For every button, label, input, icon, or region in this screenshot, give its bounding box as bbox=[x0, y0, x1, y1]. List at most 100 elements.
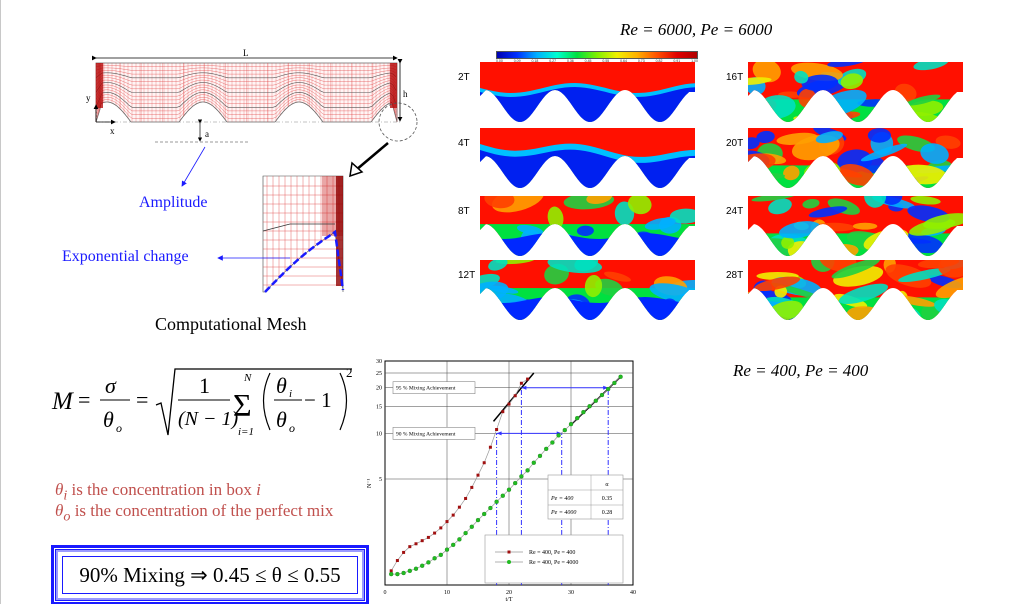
contour-blob bbox=[913, 62, 949, 71]
data-point-pe400 bbox=[414, 542, 418, 546]
eq-m: M bbox=[51, 388, 74, 415]
exponential-change-callout: Exponential change bbox=[62, 248, 189, 265]
mesh-zoom-inset bbox=[262, 175, 345, 293]
data-point-pe4000 bbox=[494, 499, 499, 504]
data-point-pe4000 bbox=[525, 468, 530, 473]
data-point-pe400 bbox=[408, 545, 412, 549]
data-point-pe4000 bbox=[407, 568, 412, 573]
annotation-label: 95 % Mixing Achievement bbox=[396, 386, 456, 392]
colorbar-tick: 0.73 bbox=[637, 59, 645, 63]
contour-blob bbox=[627, 196, 652, 215]
contour-blob bbox=[815, 131, 843, 144]
data-point-pe400 bbox=[526, 377, 530, 381]
mixing-index-equation: M = σ θ o = 1 (N − 1) Σ N i=1 θ i θ o − … bbox=[51, 365, 353, 438]
theta-symbol: θ bbox=[55, 480, 64, 499]
contour-blob bbox=[748, 291, 762, 313]
contour-panel bbox=[748, 128, 963, 188]
data-point-pe4000 bbox=[420, 563, 425, 568]
data-point-pe400 bbox=[439, 526, 443, 530]
eq-equals-1: = bbox=[78, 387, 90, 412]
contour-blob bbox=[752, 62, 781, 83]
contour-blob bbox=[898, 268, 951, 283]
contour-blob bbox=[516, 224, 544, 235]
data-point-pe4000 bbox=[568, 421, 574, 427]
mesh-line bbox=[95, 65, 397, 67]
contour-blob bbox=[827, 62, 867, 67]
contour-blob bbox=[584, 274, 603, 298]
data-point-pe400 bbox=[445, 520, 449, 524]
data-point-pe4000 bbox=[389, 571, 394, 577]
contour-blob bbox=[595, 278, 623, 296]
contour-blob bbox=[669, 208, 695, 224]
eq-left-paren bbox=[262, 372, 271, 431]
contour-blob bbox=[751, 196, 798, 202]
contour-blob bbox=[935, 135, 961, 149]
data-point-pe4000 bbox=[438, 552, 443, 558]
contour-blob bbox=[882, 247, 899, 256]
contour-blob bbox=[879, 244, 900, 256]
eq-n-minus-1: (N − 1) bbox=[178, 408, 238, 430]
mesh-wall-refinement bbox=[390, 63, 397, 108]
mesh-line bbox=[95, 72, 397, 79]
y-tick-label: 5 bbox=[379, 477, 382, 483]
eq-equals-2: = bbox=[136, 387, 148, 412]
panel-time-label: 4T bbox=[458, 138, 470, 149]
contour-blob bbox=[946, 253, 963, 256]
data-point-pe4000 bbox=[519, 474, 524, 479]
contour-blob bbox=[756, 130, 775, 144]
data-point-pe400 bbox=[513, 394, 517, 398]
data-point-pe4000 bbox=[482, 511, 487, 517]
contour-blob bbox=[852, 222, 878, 230]
inset-line bbox=[262, 223, 335, 232]
eq-right-paren bbox=[339, 372, 348, 431]
data-point-pe400 bbox=[420, 539, 424, 543]
contour-panel bbox=[480, 196, 695, 256]
colorbar-tick: 0.91 bbox=[673, 59, 681, 63]
annotation-box bbox=[392, 427, 476, 440]
data-point-pe4000 bbox=[500, 493, 505, 498]
contour-blob bbox=[768, 198, 792, 215]
contour-blob bbox=[793, 115, 832, 122]
data-point-pe400 bbox=[501, 410, 505, 414]
colorbar-tick: 0.09 bbox=[513, 59, 521, 63]
contour-blob bbox=[898, 243, 913, 256]
data-point-pe4000 bbox=[544, 446, 549, 452]
colorbar-tick: 0.18 bbox=[531, 59, 539, 63]
eq-theta-o: θ bbox=[103, 407, 114, 432]
data-point-pe4000 bbox=[587, 404, 592, 409]
legend-marker bbox=[507, 560, 511, 564]
colorbar-tick: 0.64 bbox=[620, 59, 627, 63]
contour-field bbox=[748, 128, 963, 188]
data-point-pe400 bbox=[389, 569, 393, 573]
data-point-pe4000 bbox=[432, 556, 437, 561]
contour-field bbox=[480, 62, 695, 122]
alpha-table bbox=[547, 474, 624, 520]
data-point-pe4000 bbox=[401, 570, 406, 576]
colorbar-tick: 0.55 bbox=[602, 59, 610, 63]
contour-blob bbox=[547, 260, 602, 274]
colorbar: 0.00 0.09 0.18 0.27 0.36 0.45 0.55 0.64 0.73 0.82… bbox=[496, 51, 698, 63]
contour-field bbox=[748, 62, 963, 122]
contour-blob bbox=[783, 165, 800, 181]
eq-minus-one: − 1 bbox=[304, 388, 332, 412]
data-point-pe4000 bbox=[612, 380, 617, 386]
eq-sub-o: o bbox=[116, 421, 122, 435]
zoom-arrow-head-icon bbox=[349, 161, 364, 178]
contour-blob bbox=[488, 285, 519, 294]
mesh-line bbox=[95, 82, 397, 93]
subscript: i bbox=[63, 487, 68, 504]
eq-one: 1 bbox=[199, 373, 210, 398]
mesh-line bbox=[95, 67, 397, 71]
data-point-pe400 bbox=[402, 550, 406, 554]
data-point-pe4000 bbox=[469, 524, 474, 529]
x-tick-label: 0 bbox=[384, 590, 387, 596]
mesh-line bbox=[95, 87, 397, 101]
contour-panel bbox=[748, 260, 963, 320]
contour-panel bbox=[748, 196, 963, 256]
mesh-line bbox=[95, 84, 397, 97]
panel-time-label: 20T bbox=[726, 138, 744, 149]
legend-label: Re = 400, Pe = 4000 bbox=[529, 560, 578, 566]
low-re-heading: Re = 400, Pe = 400 bbox=[733, 361, 869, 380]
eq-sigma: σ bbox=[105, 373, 117, 398]
data-point-pe4000 bbox=[513, 480, 518, 486]
